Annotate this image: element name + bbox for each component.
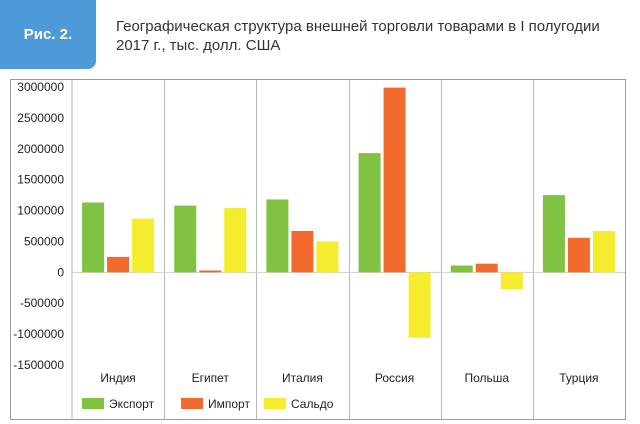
y-tick-label: -1500000 [13, 358, 64, 372]
x-category-label: Польша [464, 371, 509, 385]
y-tick-label: -500000 [20, 296, 64, 310]
x-category-label: Египет [192, 371, 230, 385]
figure-title: Географическая структура внешней торговл… [116, 18, 600, 54]
bar-export [542, 195, 565, 273]
x-category-label: Италия [282, 371, 323, 385]
legend-swatch-saldo [264, 398, 286, 409]
x-category-label: Турция [559, 371, 598, 385]
bar-export [358, 153, 381, 273]
legend: Экспорт Импорт Сальдо [82, 397, 334, 411]
y-tick-label: 2500000 [17, 111, 64, 125]
y-tick-label: -1000000 [13, 327, 64, 341]
bar-saldo [316, 241, 339, 273]
y-tick-label: 0 [57, 265, 64, 279]
bar-export [174, 205, 197, 273]
y-tick-label: 2000000 [17, 142, 64, 156]
bar-saldo [408, 272, 431, 338]
bar-saldo [500, 272, 523, 290]
legend-label-import: Импорт [208, 397, 250, 411]
bar-import [291, 230, 314, 273]
legend-label-export: Экспорт [109, 397, 155, 411]
y-tick-label: 3000000 [17, 80, 64, 94]
bars-layer [82, 87, 615, 338]
grid-layer [71, 80, 625, 419]
bar-saldo [132, 218, 155, 273]
bar-import [475, 263, 498, 273]
bar-export [82, 202, 105, 273]
bar-export [450, 265, 473, 273]
bar-saldo [592, 230, 615, 273]
x-category-label: Россия [375, 371, 414, 385]
bar-import [107, 256, 130, 273]
bar-export [266, 199, 289, 273]
y-tick-label: 1000000 [17, 204, 64, 218]
legend-swatch-export [82, 398, 104, 409]
bar-import [199, 270, 222, 273]
bar-import [383, 87, 406, 273]
legend-label-saldo: Сальдо [291, 397, 334, 411]
bar-import [567, 237, 590, 273]
legend-swatch-import [181, 398, 203, 409]
bar-saldo [224, 208, 247, 273]
y-tick-label: 1500000 [17, 173, 64, 187]
y-tick-label: 500000 [24, 234, 64, 248]
x-category-label: Индия [100, 371, 135, 385]
figure-label: Рис. 2. [23, 26, 73, 43]
figure-label-badge: Рис. 2. [0, 0, 96, 69]
axis-layer: 3000000 2500000 2000000 1500000 1000000 50000… [13, 80, 598, 385]
